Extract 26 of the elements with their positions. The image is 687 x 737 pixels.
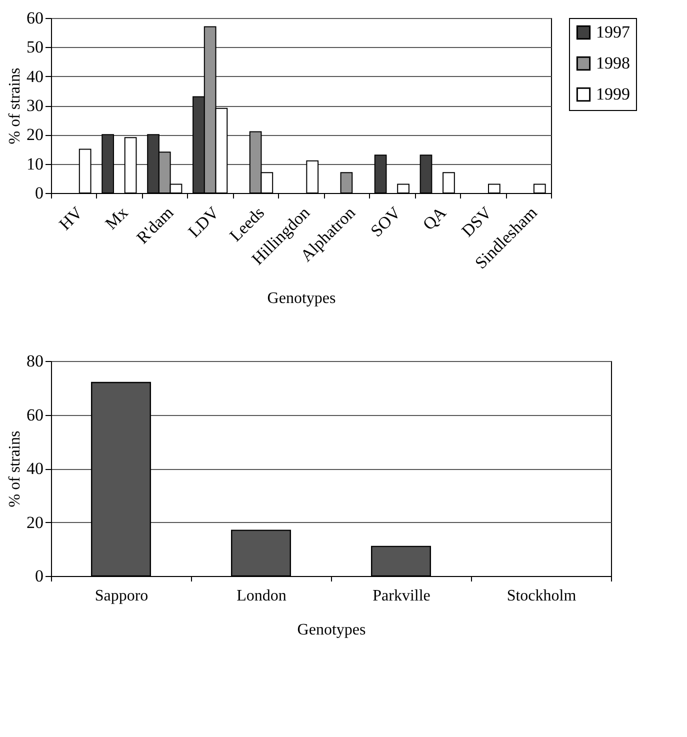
y-axis-title: % of strains	[6, 68, 24, 144]
x-axis-title: Genotypes	[267, 290, 336, 307]
y-tick-label: 20	[26, 512, 44, 532]
legend-label: 1999	[596, 84, 630, 104]
y-tick-label: 0	[35, 184, 44, 202]
y-tick-label: 60	[26, 8, 44, 28]
legend-label: 1998	[596, 54, 630, 72]
y-tick-label: 30	[26, 96, 44, 115]
x-axis-title: Genotypes	[297, 622, 366, 638]
legend-label: 1997	[596, 22, 630, 42]
x-tick-label: QA	[419, 202, 450, 234]
y-tick-label: 60	[26, 405, 44, 424]
x-tick-label: Parkville	[372, 588, 430, 604]
y-tick-label: 80	[26, 352, 44, 370]
y-tick-label: 50	[26, 38, 44, 57]
y-tick-label: 20	[26, 125, 44, 144]
y-tick-label: 10	[26, 154, 44, 174]
y-tick-label: 40	[26, 459, 44, 478]
y-axis-title: % of strains	[6, 430, 24, 508]
y-tick-label: 40	[26, 66, 44, 86]
x-tick-label: Stockholm	[506, 588, 577, 604]
y-tick-label: 0	[35, 566, 44, 586]
x-tick-label: HV	[55, 202, 87, 234]
x-tick-label: Mx	[102, 202, 132, 234]
x-tick-label: Sapporo	[94, 588, 148, 604]
x-tick-label: London	[236, 588, 286, 604]
